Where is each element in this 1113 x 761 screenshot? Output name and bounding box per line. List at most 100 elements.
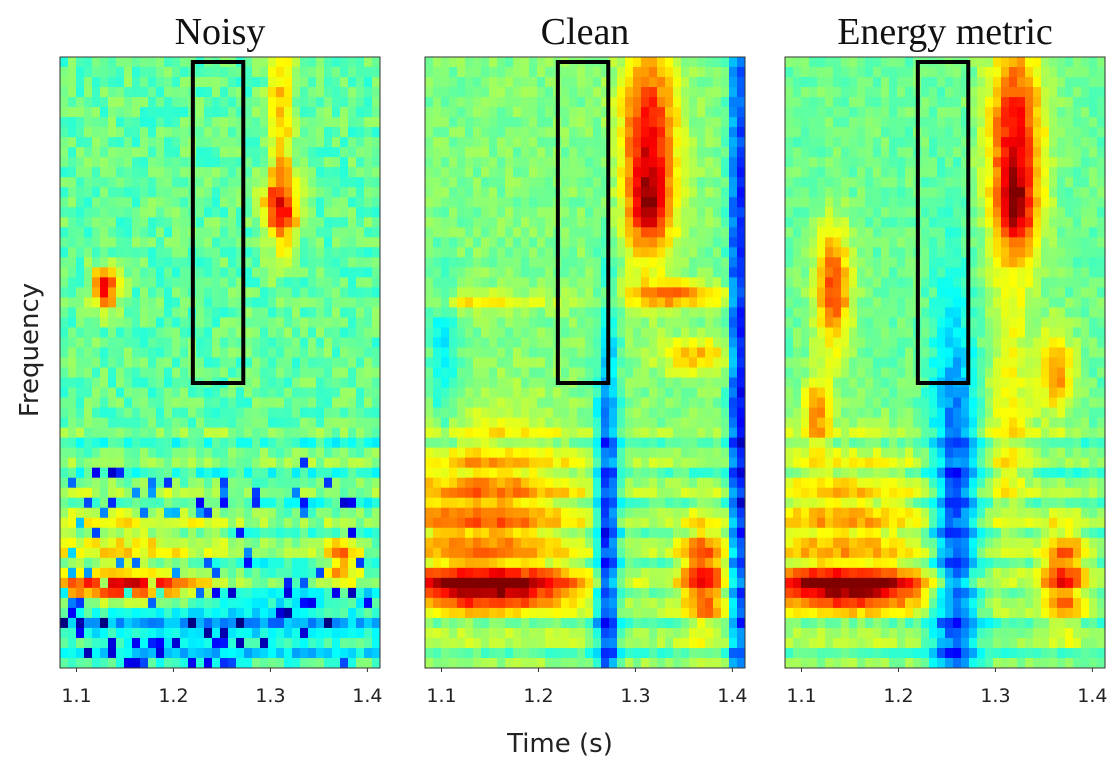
spectrogram-cell xyxy=(300,297,309,308)
spectrogram-cell xyxy=(633,528,642,539)
spectrogram-cell xyxy=(641,658,650,669)
spectrogram-cell xyxy=(705,588,714,599)
spectrogram-cell xyxy=(132,197,141,208)
spectrogram-cell xyxy=(665,598,674,609)
spectrogram-cell xyxy=(641,458,650,469)
spectrogram-cell xyxy=(593,368,602,379)
spectrogram-cell xyxy=(633,137,642,148)
spectrogram-cell xyxy=(977,57,986,68)
spectrogram-cell xyxy=(332,167,341,178)
spectrogram-cell xyxy=(649,398,658,409)
spectrogram-cell xyxy=(433,307,442,318)
spectrogram-cell xyxy=(537,327,546,338)
spectrogram-cell xyxy=(252,458,261,469)
spectrogram-cell xyxy=(665,177,674,188)
spectrogram-cell xyxy=(180,528,189,539)
spectrogram-cell xyxy=(140,357,149,368)
spectrogram-cell xyxy=(340,388,349,399)
spectrogram-cell xyxy=(561,217,570,228)
spectrogram-cell xyxy=(641,498,650,509)
spectrogram-cell xyxy=(529,398,538,409)
spectrogram-cell xyxy=(76,568,85,579)
spectrogram-cell xyxy=(465,648,474,659)
spectrogram-cell xyxy=(364,157,373,168)
spectrogram-cell xyxy=(76,488,85,499)
spectrogram-cell xyxy=(601,438,610,449)
spectrogram-cell xyxy=(92,247,101,258)
spectrogram-cell xyxy=(545,97,554,108)
spectrogram-cell xyxy=(188,388,197,399)
spectrogram-cell xyxy=(140,588,149,599)
spectrogram-cell xyxy=(697,658,706,669)
spectrogram-cell xyxy=(204,538,213,549)
spectrogram-cell xyxy=(196,217,205,228)
spectrogram-cell xyxy=(449,498,458,509)
spectrogram-cell xyxy=(92,398,101,409)
spectrogram-cell xyxy=(489,538,498,549)
spectrogram-cell xyxy=(244,347,253,358)
spectrogram-cell xyxy=(729,277,738,288)
spectrogram-cell xyxy=(713,357,722,368)
spectrogram-cell xyxy=(633,247,642,258)
spectrogram-cell xyxy=(228,207,237,218)
spectrogram-cell xyxy=(60,438,69,449)
spectrogram-cell xyxy=(833,67,842,78)
spectrogram-cell xyxy=(697,588,706,599)
spectrogram-cell xyxy=(348,87,357,98)
spectrogram-cell xyxy=(244,287,253,298)
spectrogram-cell xyxy=(537,247,546,258)
spectrogram-cell xyxy=(545,317,554,328)
spectrogram-cell xyxy=(132,618,141,629)
spectrogram-cell xyxy=(617,438,626,449)
spectrogram-cell xyxy=(372,117,381,128)
spectrogram-cell xyxy=(308,157,317,168)
spectrogram-cell xyxy=(260,428,269,439)
spectrogram-cell xyxy=(457,87,466,98)
spectrogram-cell xyxy=(260,388,269,399)
spectrogram-cell xyxy=(132,327,141,338)
spectrogram-cell xyxy=(196,157,205,168)
spectrogram-cell xyxy=(657,107,666,118)
spectrogram-cell xyxy=(252,177,261,188)
spectrogram-cell xyxy=(577,137,586,148)
spectrogram-cell xyxy=(324,177,333,188)
spectrogram-cell xyxy=(425,237,434,248)
spectrogram-cell xyxy=(124,368,133,379)
spectrogram-cell xyxy=(244,117,253,128)
spectrogram-cell xyxy=(505,207,514,218)
spectrogram-cell xyxy=(593,157,602,168)
spectrogram-cell xyxy=(705,217,714,228)
spectrogram-cell xyxy=(697,357,706,368)
spectrogram-cell xyxy=(569,227,578,238)
spectrogram-cell xyxy=(673,428,682,439)
spectrogram-cell xyxy=(529,257,538,268)
spectrogram-cell xyxy=(657,197,666,208)
spectrogram-cell xyxy=(124,408,133,419)
spectrogram-cell xyxy=(188,458,197,469)
spectrogram-cell xyxy=(529,548,538,559)
spectrogram-cell xyxy=(689,498,698,509)
spectrogram-cell xyxy=(220,187,229,198)
spectrogram-cell xyxy=(721,177,730,188)
spectrogram-cell xyxy=(292,137,301,148)
spectrogram-cell xyxy=(737,498,746,509)
spectrogram-cell xyxy=(356,167,365,178)
spectrogram-cell xyxy=(721,287,730,298)
spectrogram-cell xyxy=(601,548,610,559)
spectrogram-cell xyxy=(324,287,333,298)
spectrogram-cell xyxy=(180,227,189,238)
spectrogram-cell xyxy=(260,217,269,228)
spectrogram-cell xyxy=(276,177,285,188)
spectrogram-cell xyxy=(641,87,650,98)
spectrogram-cell xyxy=(633,57,642,68)
spectrogram-cell xyxy=(164,488,173,499)
spectrogram-cell xyxy=(108,297,117,308)
spectrogram-cell xyxy=(681,528,690,539)
spectrogram-cell xyxy=(292,528,301,539)
spectrogram-cell xyxy=(148,217,157,228)
spectrogram-cell xyxy=(180,558,189,569)
spectrogram-cell xyxy=(721,217,730,228)
spectrogram-cell xyxy=(545,598,554,609)
spectrogram-cell xyxy=(697,307,706,318)
spectrogram-cell xyxy=(593,317,602,328)
